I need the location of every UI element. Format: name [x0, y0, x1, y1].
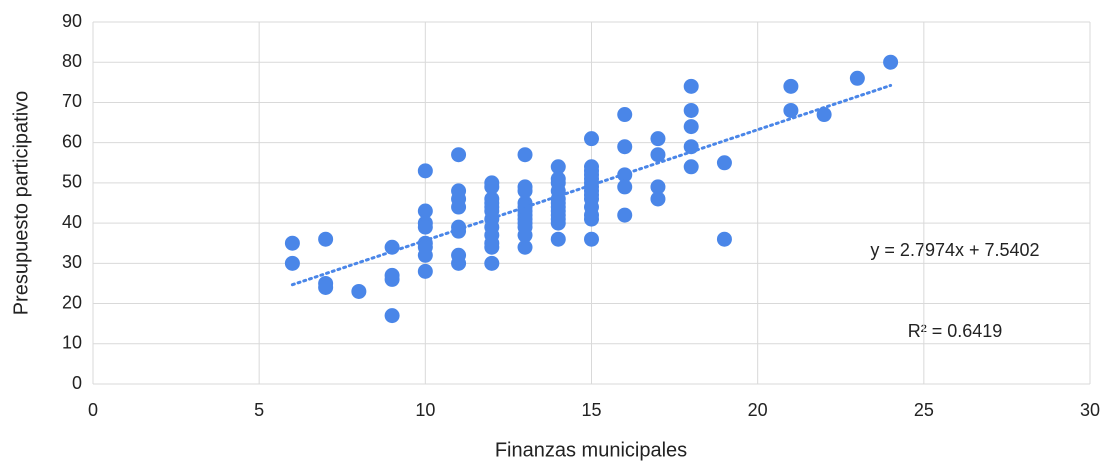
- point: [318, 231, 334, 247]
- point: [517, 183, 533, 199]
- point: [584, 231, 599, 247]
- point: [683, 159, 699, 175]
- trendline-equation: y = 2.7974x + 7.5402: [870, 240, 1039, 260]
- y-tick-label: 80: [62, 51, 82, 71]
- y-axis-title: Presupuesto participativo: [10, 91, 32, 316]
- point: [550, 159, 566, 175]
- point: [716, 155, 732, 171]
- point: [517, 147, 533, 163]
- point: [517, 239, 533, 255]
- point: [650, 191, 666, 207]
- x-axis-title: Finanzas municipales: [495, 439, 687, 461]
- point: [683, 78, 699, 94]
- y-tick-label: 0: [72, 373, 82, 393]
- point: [650, 179, 666, 195]
- point: [384, 271, 400, 287]
- point: [417, 163, 433, 179]
- point: [617, 139, 633, 155]
- point: [816, 107, 832, 123]
- point: [284, 235, 300, 251]
- point: [716, 231, 732, 247]
- y-tick-label: 90: [62, 11, 82, 31]
- point: [484, 179, 500, 195]
- point: [617, 107, 633, 123]
- x-tick-label: 30: [1080, 400, 1100, 420]
- x-tick-label: 5: [254, 400, 264, 420]
- x-tick-label: 15: [581, 400, 601, 420]
- point: [451, 199, 467, 215]
- point: [683, 139, 699, 155]
- point: [683, 119, 699, 135]
- point: [883, 54, 899, 70]
- x-tick-label: 0: [88, 400, 98, 420]
- point: [417, 263, 433, 279]
- y-tick-label: 50: [62, 172, 82, 192]
- y-tick-label: 60: [62, 131, 82, 151]
- point: [783, 78, 799, 94]
- point: [584, 131, 599, 147]
- point: [683, 102, 699, 118]
- y-tick-label: 40: [62, 212, 82, 232]
- point: [284, 255, 300, 271]
- y-tick-label: 30: [62, 252, 82, 272]
- point: [617, 207, 633, 223]
- point: [650, 147, 666, 163]
- point: [451, 147, 467, 163]
- point: [650, 131, 666, 147]
- y-tick-label: 20: [62, 292, 82, 312]
- point: [451, 255, 467, 271]
- point: [517, 227, 533, 243]
- point: [617, 179, 633, 195]
- x-tick-label: 25: [914, 400, 934, 420]
- point: [351, 283, 367, 299]
- point: [783, 102, 799, 118]
- point: [384, 308, 400, 324]
- point: [550, 231, 566, 247]
- point: [417, 219, 433, 235]
- point: [318, 279, 334, 295]
- trendline: [290, 83, 893, 287]
- point: [417, 203, 433, 219]
- y-tick-label: 70: [62, 91, 82, 111]
- point: [484, 255, 500, 271]
- point: [417, 247, 433, 263]
- point: [484, 239, 500, 255]
- y-tick-label: 10: [62, 333, 82, 353]
- r-squared: R² = 0.6419: [908, 321, 1003, 341]
- point: [584, 211, 599, 227]
- point: [849, 70, 865, 86]
- x-tick-label: 20: [748, 400, 768, 420]
- point: [550, 215, 566, 231]
- x-tick-label: 10: [415, 400, 435, 420]
